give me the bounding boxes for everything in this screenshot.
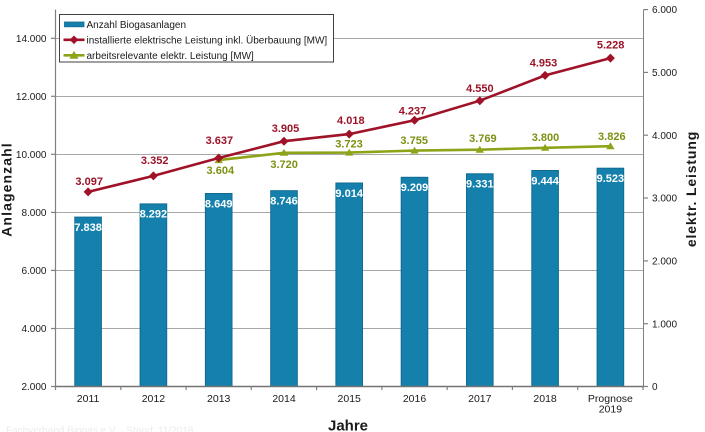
svg-text:8.292: 8.292 <box>140 209 168 221</box>
svg-text:9.209: 9.209 <box>401 182 429 194</box>
svg-text:4.953: 4.953 <box>530 58 558 70</box>
svg-text:6.000: 6.000 <box>21 266 46 277</box>
svg-text:4.000: 4.000 <box>21 324 46 335</box>
svg-text:10.000: 10.000 <box>16 150 47 161</box>
svg-text:2016: 2016 <box>403 393 427 405</box>
svg-text:2017: 2017 <box>468 393 492 405</box>
svg-text:2.000: 2.000 <box>21 382 46 393</box>
svg-text:Anzahl Biogasanlagen: Anzahl Biogasanlagen <box>87 20 187 31</box>
svg-text:3.905: 3.905 <box>272 123 300 135</box>
svg-text:4.000: 4.000 <box>652 131 677 142</box>
svg-text:3.637: 3.637 <box>206 135 234 147</box>
svg-text:2013: 2013 <box>207 393 231 405</box>
svg-text:2019: 2019 <box>599 403 623 415</box>
svg-text:3.800: 3.800 <box>532 132 560 144</box>
svg-text:6.000: 6.000 <box>652 5 677 16</box>
svg-text:elektr. Leistung: elektr. Leistung <box>683 131 699 247</box>
svg-text:8.746: 8.746 <box>270 196 298 208</box>
svg-text:3.723: 3.723 <box>335 138 363 150</box>
svg-text:2015: 2015 <box>338 393 362 405</box>
svg-text:Fachverband Biogas e.V. · St: Fachverband Biogas e.V. · Stand: 11/2018 <box>6 426 194 432</box>
svg-text:2014: 2014 <box>272 393 296 405</box>
svg-text:Prognose: Prognose <box>588 393 633 405</box>
svg-text:2.000: 2.000 <box>652 257 677 268</box>
svg-text:8.000: 8.000 <box>21 208 46 219</box>
svg-text:2018: 2018 <box>533 393 557 405</box>
svg-text:0: 0 <box>652 382 658 393</box>
svg-text:3.755: 3.755 <box>400 135 428 147</box>
svg-text:Anlagenzahl: Anlagenzahl <box>0 142 15 237</box>
svg-text:3.769: 3.769 <box>469 133 497 145</box>
svg-text:14.000: 14.000 <box>16 34 47 45</box>
svg-text:9.523: 9.523 <box>597 173 625 185</box>
svg-text:3.097: 3.097 <box>75 176 103 188</box>
svg-text:3.604: 3.604 <box>207 165 235 177</box>
svg-text:3.352: 3.352 <box>141 155 169 167</box>
svg-text:2012: 2012 <box>142 393 166 405</box>
svg-text:Jahre: Jahre <box>328 418 368 432</box>
svg-text:9.444: 9.444 <box>531 175 559 187</box>
svg-text:1.000: 1.000 <box>652 319 677 330</box>
svg-text:installierte elektrische Leist: installierte elektrische Leistung inkl. … <box>87 34 328 46</box>
svg-text:3.720: 3.720 <box>270 159 298 171</box>
svg-text:3.826: 3.826 <box>598 131 626 143</box>
svg-text:4.018: 4.018 <box>337 115 365 127</box>
svg-text:5.228: 5.228 <box>597 40 625 52</box>
svg-text:7.838: 7.838 <box>74 222 102 234</box>
svg-text:9.331: 9.331 <box>466 179 494 191</box>
svg-text:12.000: 12.000 <box>16 92 47 103</box>
svg-text:4.550: 4.550 <box>466 83 494 95</box>
svg-text:4.237: 4.237 <box>399 106 427 118</box>
svg-text:9.014: 9.014 <box>335 188 363 200</box>
svg-text:5.000: 5.000 <box>652 68 677 79</box>
svg-text:arbeitsrelevante elektr. Leist: arbeitsrelevante elektr. Leistung [MW] <box>87 51 255 62</box>
svg-text:2011: 2011 <box>77 393 100 405</box>
svg-text:3.000: 3.000 <box>652 194 677 205</box>
svg-text:8.649: 8.649 <box>205 198 233 210</box>
